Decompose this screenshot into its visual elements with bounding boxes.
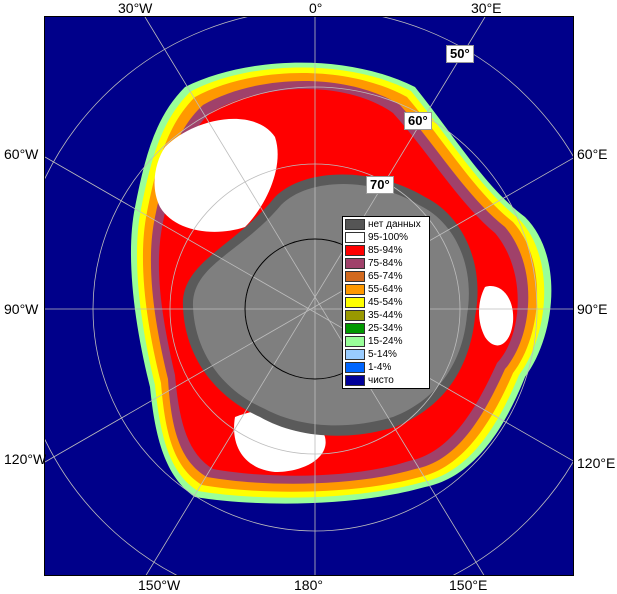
legend-swatch bbox=[345, 310, 365, 321]
legend-label: 15-24% bbox=[368, 336, 403, 347]
legend-item: 95-100% bbox=[345, 231, 427, 244]
legend-item: 85-94% bbox=[345, 244, 427, 257]
legend-swatch bbox=[345, 284, 365, 295]
legend-swatch bbox=[345, 232, 365, 243]
legend-swatch bbox=[345, 219, 365, 230]
lon-label-120e: 120°E bbox=[577, 455, 616, 471]
legend-swatch bbox=[345, 297, 365, 308]
legend-item: 15-24% bbox=[345, 335, 427, 348]
lon-label-30w: 30°W bbox=[118, 0, 153, 16]
legend-label: 45-54% bbox=[368, 297, 403, 308]
legend-item: 75-84% bbox=[345, 257, 427, 270]
legend-label: чисто bbox=[368, 375, 394, 386]
legend-swatch bbox=[345, 336, 365, 347]
legend-item: 5-14% bbox=[345, 348, 427, 361]
legend-item: 45-54% bbox=[345, 296, 427, 309]
legend-swatch bbox=[345, 271, 365, 282]
legend-label: 85-94% bbox=[368, 245, 403, 256]
lat-label-70: 70° bbox=[366, 176, 394, 194]
legend-swatch bbox=[345, 245, 365, 256]
legend-item: 35-44% bbox=[345, 309, 427, 322]
lon-label-60e: 60°E bbox=[577, 146, 608, 162]
legend-label: 55-64% bbox=[368, 284, 403, 295]
lat-label-50: 50° bbox=[446, 45, 474, 63]
legend-item: нет данных bbox=[345, 218, 427, 231]
lon-label-180: 180° bbox=[294, 577, 323, 593]
ice-white-east bbox=[479, 286, 514, 346]
legend-swatch bbox=[345, 349, 365, 360]
legend-label: 75-84% bbox=[368, 258, 403, 269]
lon-label-150w: 150°W bbox=[138, 577, 181, 593]
map-legend: нет данных 95-100% 85-94% 75-84% 65-74% … bbox=[342, 216, 430, 389]
lon-label-90w: 90°W bbox=[4, 301, 39, 317]
lon-label-30e: 30°E bbox=[471, 0, 502, 16]
legend-label: 5-14% bbox=[368, 349, 397, 360]
lon-label-90e: 90°E bbox=[577, 301, 608, 317]
legend-item: чисто bbox=[345, 374, 427, 387]
legend-label: нет данных bbox=[368, 219, 421, 230]
legend-label: 25-34% bbox=[368, 323, 403, 334]
map-canvas bbox=[45, 17, 573, 575]
legend-swatch bbox=[345, 375, 365, 386]
legend-item: 1-4% bbox=[345, 361, 427, 374]
legend-label: 35-44% bbox=[368, 310, 403, 321]
legend-item: 65-74% bbox=[345, 270, 427, 283]
sea-ice-map bbox=[44, 16, 574, 576]
lon-label-0: 0° bbox=[309, 0, 323, 16]
legend-swatch bbox=[345, 258, 365, 269]
legend-label: 1-4% bbox=[368, 362, 392, 373]
legend-label: 65-74% bbox=[368, 271, 403, 282]
legend-swatch bbox=[345, 362, 365, 373]
ice-white-weddell bbox=[154, 118, 278, 232]
legend-item: 25-34% bbox=[345, 322, 427, 335]
lon-label-150e: 150°E bbox=[449, 577, 488, 593]
lon-label-120w: 120°W bbox=[4, 451, 47, 467]
lon-label-60w: 60°W bbox=[4, 146, 39, 162]
legend-item: 55-64% bbox=[345, 283, 427, 296]
legend-label: 95-100% bbox=[368, 232, 409, 243]
legend-swatch bbox=[345, 323, 365, 334]
lat-label-60: 60° bbox=[404, 112, 432, 130]
